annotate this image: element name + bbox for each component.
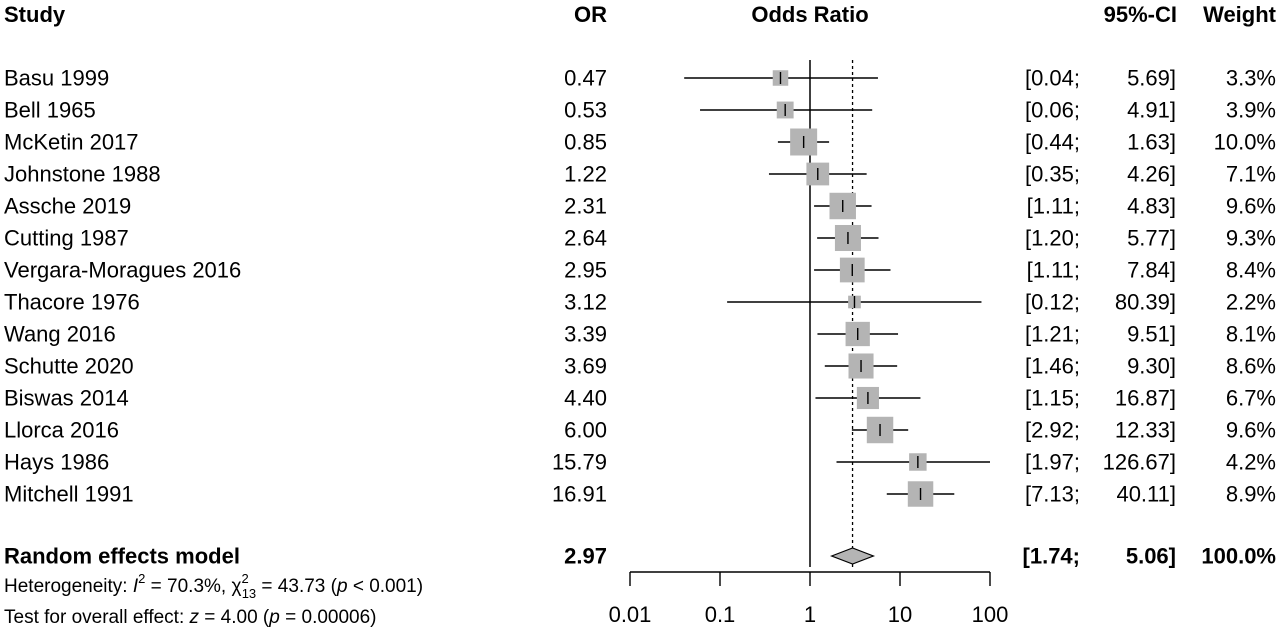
study-ci-lower: [1.20; <box>1025 226 1080 251</box>
study-or: 2.31 <box>564 194 607 219</box>
study-ci-lower: [0.44; <box>1025 130 1080 155</box>
study-name: Mitchell 1991 <box>4 482 134 507</box>
x-axis-tick-label: 0.01 <box>609 602 652 627</box>
study-ci-upper: 4.26] <box>1127 162 1176 187</box>
study-or: 16.91 <box>552 482 607 507</box>
column-headers: Study OR Odds Ratio 95%-CI Weight <box>4 2 1277 27</box>
study-ci-upper: 5.77] <box>1127 226 1176 251</box>
study-or: 3.12 <box>564 290 607 315</box>
study-ci-lower: [7.13; <box>1025 482 1080 507</box>
study-ci-lower: [0.04; <box>1025 66 1080 91</box>
study-ci-upper: 16.87] <box>1115 386 1176 411</box>
study-ci-upper: 12.33] <box>1115 418 1176 443</box>
study-name: Wang 2016 <box>4 322 116 347</box>
study-or: 6.00 <box>564 418 607 443</box>
study-or: 1.22 <box>564 162 607 187</box>
study-weight: 6.7% <box>1226 386 1276 411</box>
summary-or: 2.97 <box>564 544 607 569</box>
study-ci-lower: [1.46; <box>1025 354 1080 379</box>
study-weight: 9.6% <box>1226 194 1276 219</box>
study-weight: 9.3% <box>1226 226 1276 251</box>
study-weight: 7.1% <box>1226 162 1276 187</box>
header-or: OR <box>574 2 607 27</box>
study-weight: 9.6% <box>1226 418 1276 443</box>
study-rows: Basu 1999 0.47 [0.04; 5.69] 3.3% Bell 1965 0.5… <box>4 66 1276 507</box>
x-axis: 0.01 0.1 1 10 100 <box>609 571 1009 627</box>
heterogeneity-text: Heterogeneity: I2 = 70.3%, χ2 13 = 43.73 … <box>4 571 423 601</box>
study-ci-upper: 4.91] <box>1127 98 1176 123</box>
study-name: Llorca 2016 <box>4 418 119 443</box>
study-ci-lower: [1.21; <box>1025 322 1080 347</box>
study-ci-upper: 1.63] <box>1127 130 1176 155</box>
study-ci-upper: 40.11] <box>1116 482 1176 507</box>
study-ci-upper: 5.69] <box>1127 66 1176 91</box>
study-ci-upper: 9.30] <box>1127 354 1176 379</box>
x-axis-tick-label: 10 <box>888 602 912 627</box>
overall-effect-text: Test for overall effect: z = 4.00 (p = 0… <box>4 607 377 628</box>
study-or: 0.53 <box>564 98 607 123</box>
study-ci-lower: [1.15; <box>1025 386 1080 411</box>
study-name: McKetin 2017 <box>4 130 139 155</box>
study-or: 3.39 <box>564 322 607 347</box>
study-weight: 8.4% <box>1226 258 1276 283</box>
header-weight: Weight <box>1203 2 1277 27</box>
x-axis-tick-label: 100 <box>972 602 1009 627</box>
study-weight: 4.2% <box>1226 450 1276 475</box>
study-ci-lower: [0.12; <box>1025 290 1080 315</box>
x-axis-tick-label: 1 <box>804 602 816 627</box>
study-weight: 3.9% <box>1226 98 1276 123</box>
study-weight: 10.0% <box>1214 130 1276 155</box>
study-ci-upper: 9.51] <box>1127 322 1176 347</box>
study-name: Johnstone 1988 <box>4 162 161 187</box>
summary-ci-lower: [1.74; <box>1023 544 1080 569</box>
study-name: Biswas 2014 <box>4 386 129 411</box>
study-ci-upper: 126.67] <box>1103 450 1176 475</box>
study-name: Vergara-Moragues 2016 <box>4 258 241 283</box>
study-name: Bell 1965 <box>4 98 96 123</box>
study-name: Schutte 2020 <box>4 354 134 379</box>
summary-diamond <box>829 547 876 565</box>
study-or: 3.69 <box>564 354 607 379</box>
study-or: 15.79 <box>552 450 607 475</box>
study-weight: 8.9% <box>1226 482 1276 507</box>
study-weight: 8.6% <box>1226 354 1276 379</box>
study-name: Cutting 1987 <box>4 226 129 251</box>
study-ci-upper: 7.84] <box>1127 258 1176 283</box>
study-ci-lower: [1.11; <box>1027 194 1080 219</box>
study-name: Assche 2019 <box>4 194 131 219</box>
study-ci-upper: 4.83] <box>1127 194 1176 219</box>
x-axis-tick-label: 0.1 <box>705 602 736 627</box>
study-ci-lower: [0.06; <box>1025 98 1080 123</box>
study-ci-lower: [1.97; <box>1025 450 1080 475</box>
study-ci-lower: [1.11; <box>1027 258 1080 283</box>
header-ci: 95%-CI <box>1104 2 1177 27</box>
study-or: 2.64 <box>564 226 607 251</box>
summary-weight: 100.0% <box>1201 544 1276 569</box>
study-weight: 8.1% <box>1226 322 1276 347</box>
study-or: 0.47 <box>564 66 607 91</box>
header-odds-ratio: Odds Ratio <box>751 2 868 27</box>
study-ci-lower: [0.35; <box>1025 162 1080 187</box>
study-weight: 3.3% <box>1226 66 1276 91</box>
study-or: 0.85 <box>564 130 607 155</box>
study-or: 2.95 <box>564 258 607 283</box>
header-study: Study <box>4 2 66 27</box>
study-or: 4.40 <box>564 386 607 411</box>
study-name: Basu 1999 <box>4 66 109 91</box>
summary-ci-upper: 5.06] <box>1126 544 1176 569</box>
summary-name: Random effects model <box>4 544 240 569</box>
study-name: Hays 1986 <box>4 450 109 475</box>
study-name: Thacore 1976 <box>4 290 140 315</box>
summary-row: Random effects model 2.97 [1.74; 5.06] 100.0… <box>4 544 1276 569</box>
study-ci-lower: [2.92; <box>1025 418 1080 443</box>
study-weight: 2.2% <box>1226 290 1276 315</box>
study-ci-upper: 80.39] <box>1115 290 1176 315</box>
